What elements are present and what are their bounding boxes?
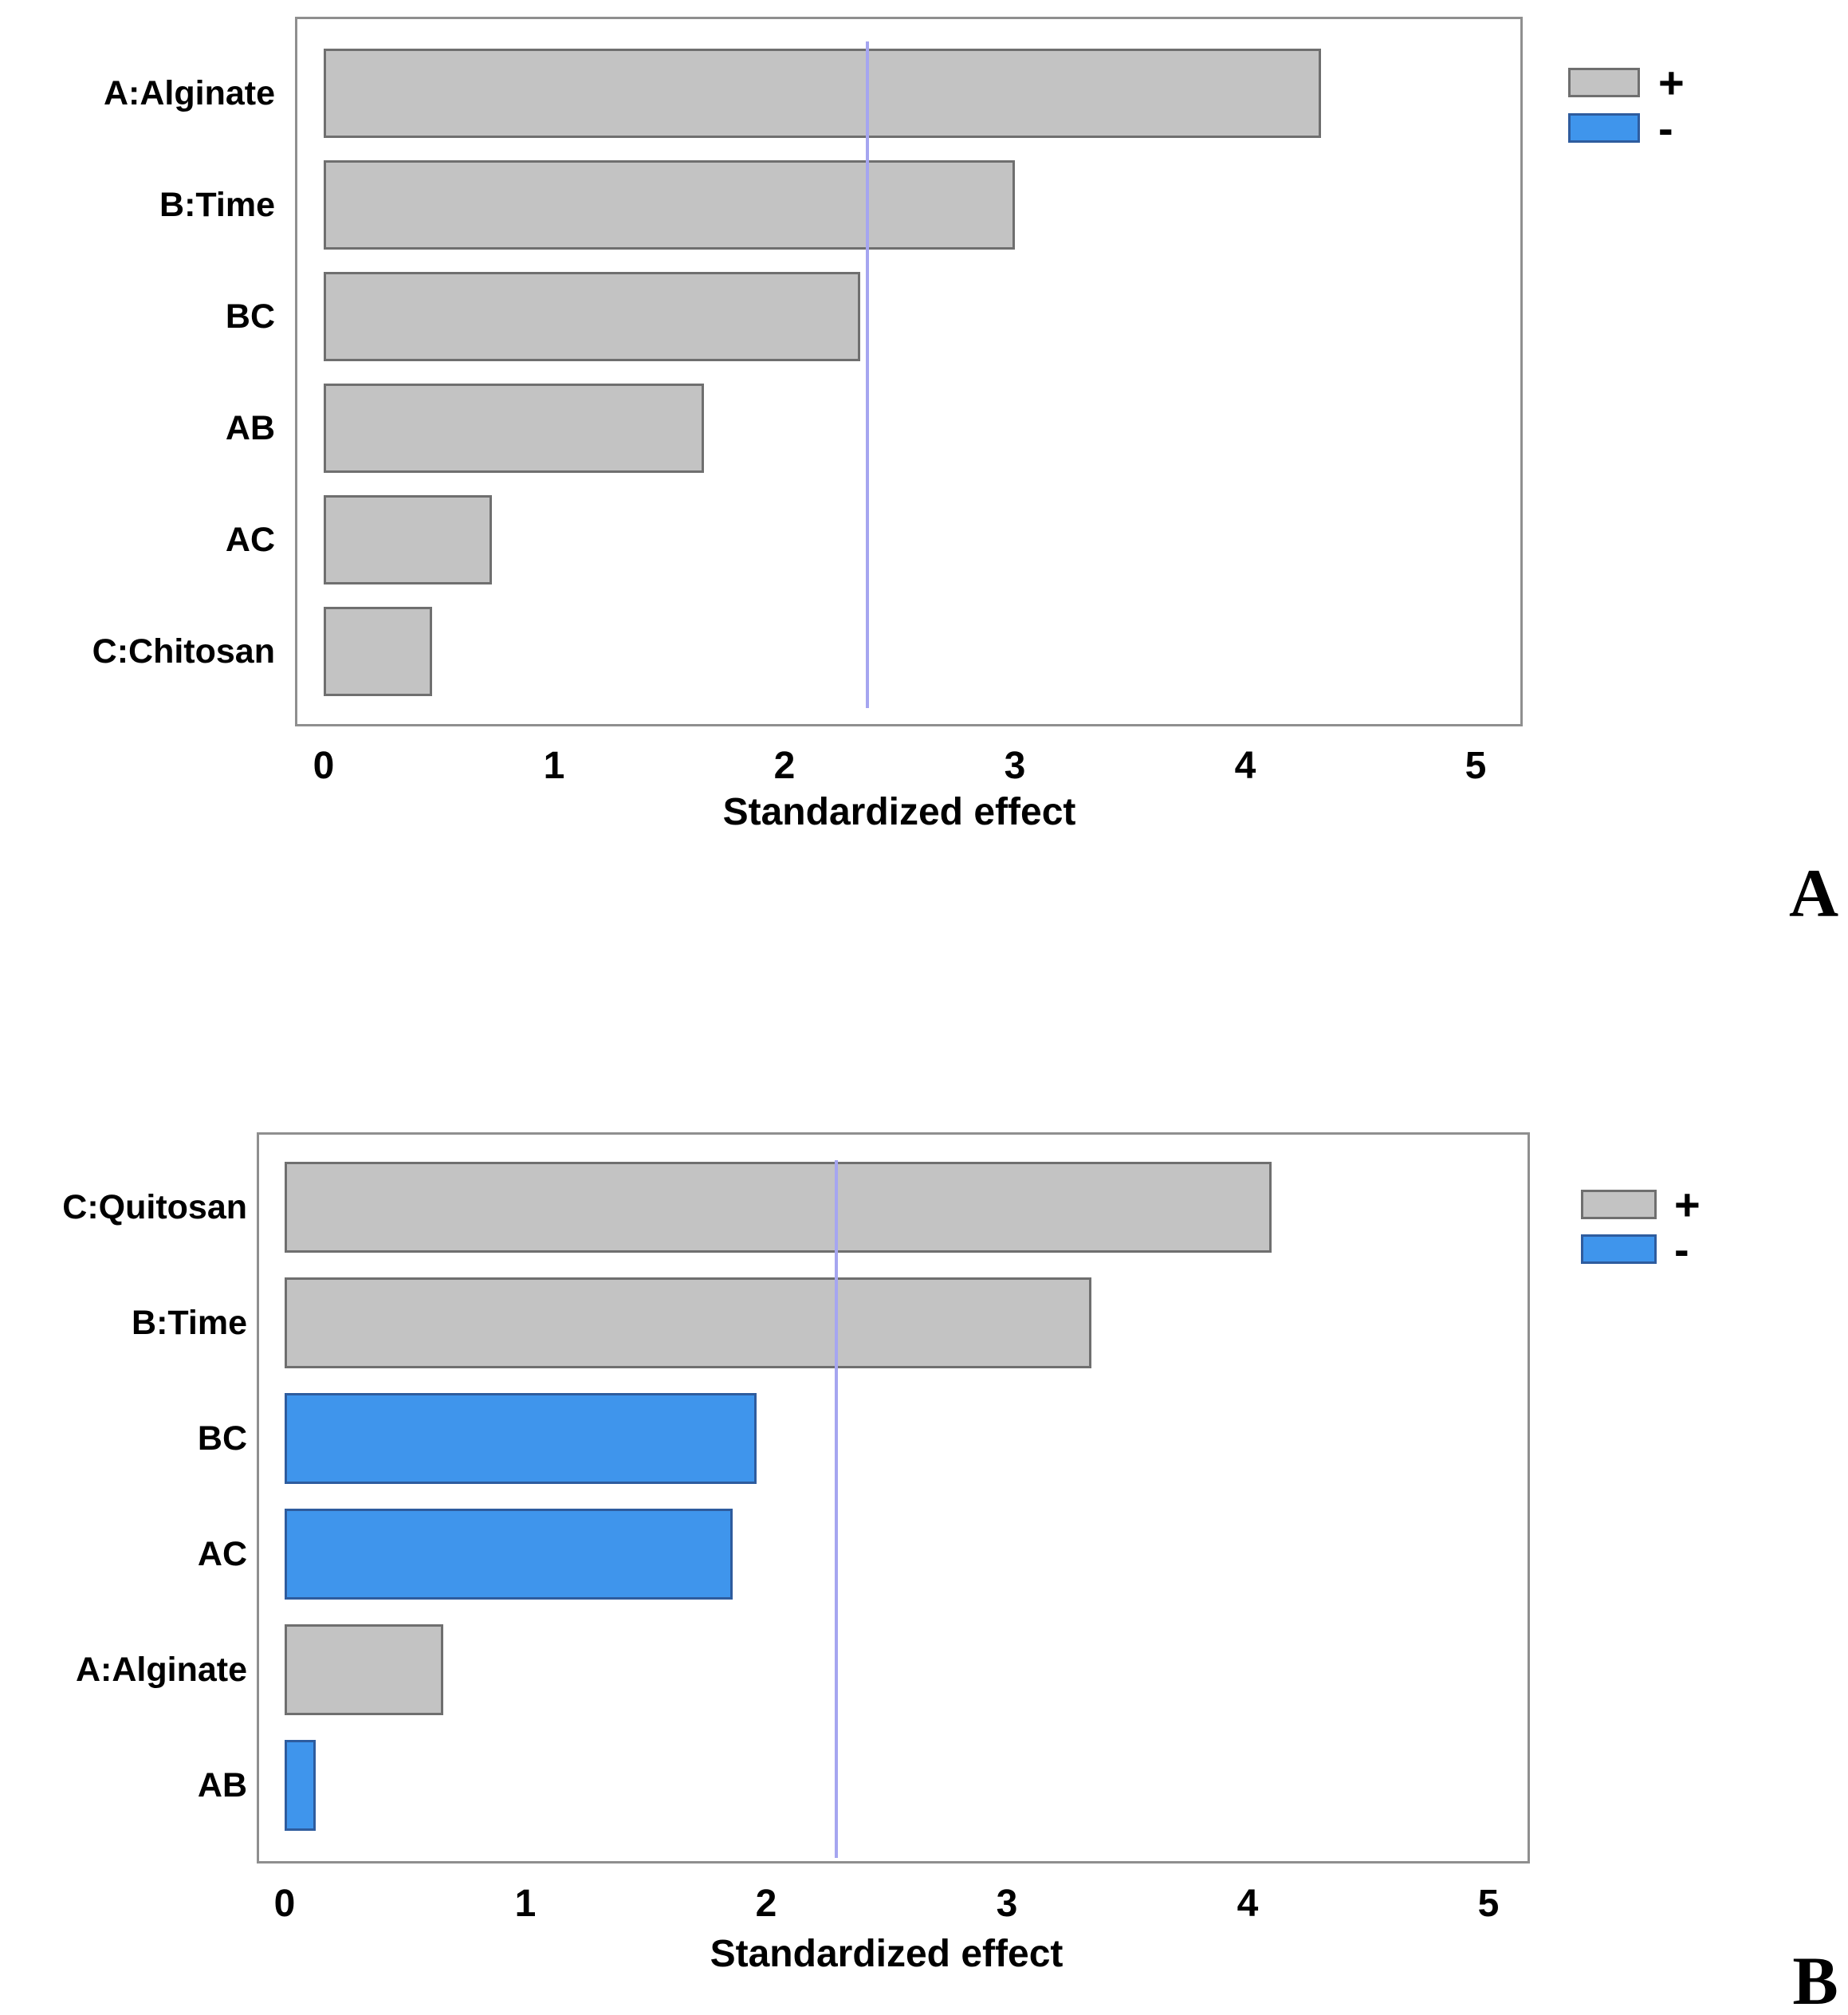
panel-a-x-tick: 1 [543, 745, 565, 787]
panel-b-bar-a-alginate [285, 1624, 443, 1715]
panel-a-x-tick: 4 [1234, 745, 1256, 787]
panel-b-x-axis-title: Standardized effect [710, 1933, 1064, 1975]
panel-b-category-label: AC [197, 1535, 247, 1573]
panel-a-x-tick: 2 [773, 745, 796, 787]
panel-a-legend-label-plus: + [1658, 57, 1685, 108]
panel-a-x-tick: 5 [1465, 745, 1487, 787]
panel-b-plot-area [257, 1132, 1530, 1863]
panel-a-bar-b-time [324, 160, 1015, 250]
panel-b-x-tick: 4 [1237, 1883, 1259, 1925]
panel-a-category-label: C:Chitosan [92, 632, 275, 671]
panel-a-x-axis-title: Standardized effect [722, 791, 1076, 833]
panel-b-reference-line [835, 1160, 838, 1858]
panel-a-legend-swatch-plus [1568, 68, 1640, 97]
panel-b-bar-c-quitosan [285, 1162, 1272, 1253]
panel-b-category-label: BC [197, 1419, 247, 1458]
panel-b-x-tick: 1 [514, 1883, 537, 1925]
panel-a-letter: A [1788, 855, 1839, 931]
panel-b-bar-bc [285, 1393, 757, 1484]
panel-b-category-label: C:Quitosan [62, 1188, 247, 1226]
panel-b-legend-swatch-plus [1581, 1190, 1657, 1219]
panel-a-bar-ac [324, 495, 492, 584]
panel-a-category-label: A:Alginate [104, 74, 275, 112]
panel-a-reference-line [866, 41, 869, 708]
panel-a-bar-a-alginate [324, 49, 1321, 138]
panel-a-legend-label-minus: - [1658, 102, 1673, 153]
panel-a-x-tick: 0 [313, 745, 335, 787]
panel-a-bar-bc [324, 272, 860, 361]
panel-a-category-label: AC [225, 521, 275, 559]
panel-b-legend-label-plus: + [1674, 1179, 1701, 1230]
panel-b-x-tick: 2 [755, 1883, 777, 1925]
panel-a-bar-c-chitosan [324, 607, 432, 696]
panel-b-x-tick: 3 [996, 1883, 1018, 1925]
panel-a-category-label: AB [225, 409, 275, 447]
panel-b-x-tick: 5 [1477, 1883, 1500, 1925]
panel-b-letter: B [1792, 1942, 1838, 2015]
panel-b-category-label: A:Alginate [76, 1651, 247, 1689]
panel-b-category-label: B:Time [132, 1304, 247, 1342]
panel-b-bar-ab [285, 1740, 316, 1831]
panel-b-legend-swatch-minus [1581, 1234, 1657, 1264]
panel-a-legend-swatch-minus [1568, 113, 1640, 143]
panel-b-bar-b-time [285, 1277, 1091, 1368]
panel-b-bar-ac [285, 1509, 733, 1600]
panel-a-category-label: BC [225, 297, 275, 336]
panel-a-category-label: B:Time [159, 186, 275, 224]
panel-a-bar-ab [324, 384, 704, 473]
panel-b-legend-label-minus: - [1674, 1223, 1689, 1274]
panel-a-x-tick: 3 [1004, 745, 1026, 787]
panel-b-x-tick: 0 [273, 1883, 296, 1925]
panel-b-category-label: AB [197, 1766, 247, 1804]
